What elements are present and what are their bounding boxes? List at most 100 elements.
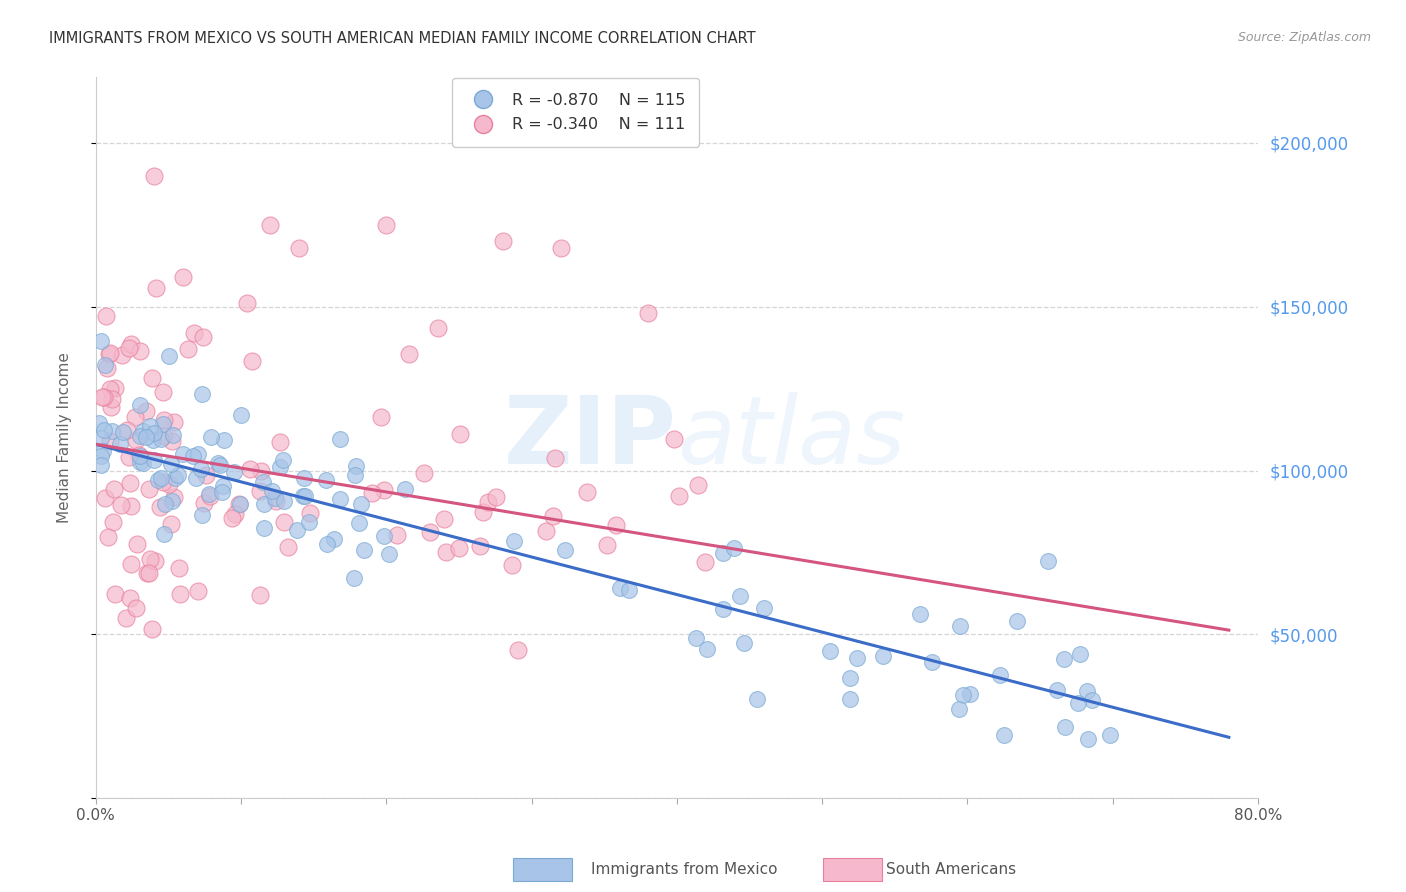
Point (135, 430, 157, 444)
Point (468, 539, 491, 553)
Point (91, 390, 114, 404)
Point (153, 527, 176, 541)
Point (110, 499, 132, 513)
Point (288, 241, 311, 255)
Point (221, 511, 243, 525)
Point (222, 465, 245, 479)
Point (434, 545, 457, 559)
Point (212, 479, 235, 493)
Point (228, 496, 250, 510)
Point (273, 494, 295, 508)
Point (135, 403, 157, 417)
Point (153, 497, 176, 511)
Point (93, 423, 115, 437)
Point (253, 521, 276, 535)
Point (477, 495, 499, 509)
Point (550, 241, 572, 255)
Point (370, 409, 392, 424)
Point (1077, 731, 1099, 746)
Point (149, 432, 172, 446)
Point (152, 417, 174, 432)
Point (686, 478, 709, 492)
Point (696, 641, 718, 656)
Point (197, 487, 219, 501)
Point (101, 516, 124, 530)
Point (169, 587, 191, 601)
Point (118, 591, 141, 606)
Point (118, 450, 141, 464)
Text: IMMIGRANTS FROM MEXICO VS SOUTH AMERICAN MEDIAN FAMILY INCOME CORRELATION CHART: IMMIGRANTS FROM MEXICO VS SOUTH AMERICAN… (49, 31, 756, 46)
Text: atlas: atlas (676, 392, 905, 483)
Point (172, 447, 194, 461)
Point (191, 330, 214, 344)
Point (125, 434, 148, 448)
Point (224, 507, 246, 521)
Point (240, 354, 263, 368)
Point (120, 499, 142, 513)
Point (1081, 692, 1104, 706)
Point (277, 540, 299, 554)
Point (214, 433, 236, 447)
Point (959, 687, 981, 701)
Point (839, 692, 862, 706)
Point (97, 529, 120, 543)
Point (427, 321, 450, 335)
Text: South Americans: South Americans (886, 863, 1017, 877)
Point (131, 457, 153, 471)
Point (544, 450, 567, 465)
Point (353, 543, 375, 558)
Point (157, 476, 180, 491)
Point (138, 482, 160, 496)
Point (100, 392, 122, 407)
Point (120, 337, 142, 351)
Point (1045, 682, 1067, 697)
Point (115, 611, 138, 625)
Point (183, 326, 205, 340)
Point (146, 473, 169, 487)
Point (373, 483, 395, 498)
Point (259, 218, 281, 232)
Point (184, 471, 207, 485)
Point (125, 536, 148, 550)
Point (249, 588, 271, 602)
Point (1005, 614, 1028, 628)
Point (152, 475, 174, 490)
Point (347, 516, 370, 531)
Point (143, 425, 166, 440)
Point (159, 349, 181, 363)
Point (90, 431, 112, 445)
Point (101, 424, 124, 438)
Point (373, 529, 395, 543)
Point (285, 523, 308, 537)
Point (298, 515, 321, 529)
Point (294, 490, 316, 504)
Point (693, 556, 716, 570)
Point (120, 557, 142, 571)
Point (1052, 651, 1074, 665)
Point (138, 566, 160, 580)
Point (595, 538, 617, 552)
Point (118, 341, 141, 355)
Point (143, 554, 166, 568)
Point (711, 602, 734, 616)
Point (752, 600, 775, 615)
Point (142, 433, 165, 447)
Y-axis label: Median Family Income: Median Family Income (58, 352, 72, 524)
Point (269, 434, 291, 449)
Point (394, 483, 416, 497)
Point (990, 668, 1012, 682)
Point (361, 486, 384, 500)
Point (617, 582, 640, 597)
Point (145, 281, 167, 295)
Point (187, 446, 209, 460)
Point (172, 270, 194, 285)
Point (191, 508, 214, 522)
Point (269, 460, 291, 475)
Point (160, 517, 183, 532)
Point (160, 494, 183, 508)
Point (98, 434, 121, 449)
Point (398, 347, 420, 361)
Point (1053, 720, 1076, 734)
Point (141, 623, 163, 637)
Point (153, 413, 176, 427)
